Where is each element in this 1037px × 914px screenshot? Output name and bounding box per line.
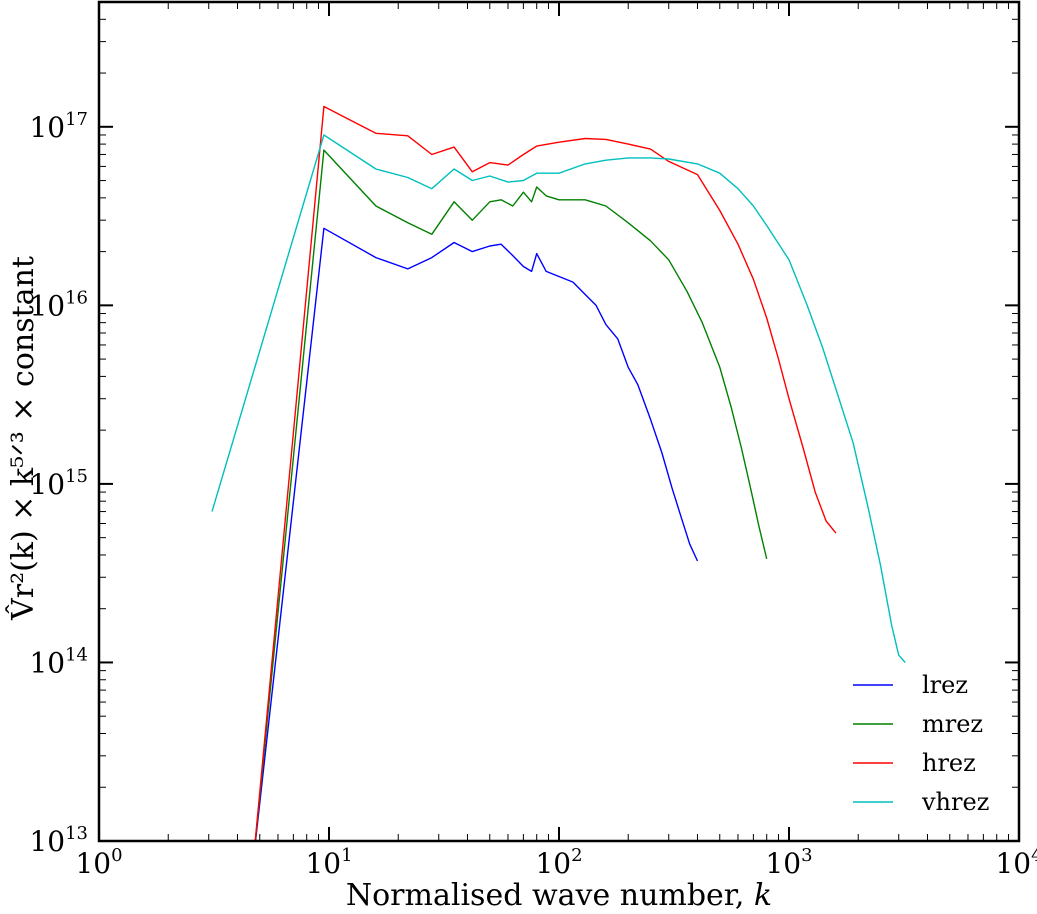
series-vhrez: [211, 134, 906, 663]
legend-label-lrez: lrez: [922, 671, 968, 699]
legend-label-hrez: hrez: [922, 749, 976, 777]
tick-labels: 100 101 102 103 104 1013 1014 1015 1016 1017: [29, 109, 1037, 880]
x-axis-title: Normalised wave number, k: [346, 878, 772, 913]
x-tick-label: 104: [995, 845, 1037, 880]
y-tick-label: 1013: [29, 823, 88, 858]
x-tick-label: 103: [765, 845, 812, 880]
y-tick-label: 1014: [29, 644, 88, 679]
series-hrez: [254, 105, 837, 841]
ticks-layer: [98, 1, 1020, 842]
legend-label-vhrez: vhrez: [921, 788, 989, 816]
x-tick-label: 100: [75, 845, 122, 880]
y-axis-title: V̂r²(k) × k⁵ᐟ³ × constant: [6, 256, 41, 621]
plot-frame: [97, 0, 1021, 843]
series-mrez: [254, 149, 768, 841]
x-tick-label: 101: [305, 845, 352, 880]
series-layer: [211, 105, 906, 841]
series-lrez: [254, 227, 699, 841]
y-tick-label: 1017: [29, 109, 88, 144]
y-tick-label: 1015: [29, 466, 88, 501]
x-tick-label: 102: [535, 845, 582, 880]
y-tick-label: 1016: [29, 287, 88, 322]
legend: lrez mrez hrez vhrez: [853, 671, 989, 816]
legend-label-mrez: mrez: [922, 710, 983, 738]
x-axis-title-symbol: k: [754, 878, 772, 913]
